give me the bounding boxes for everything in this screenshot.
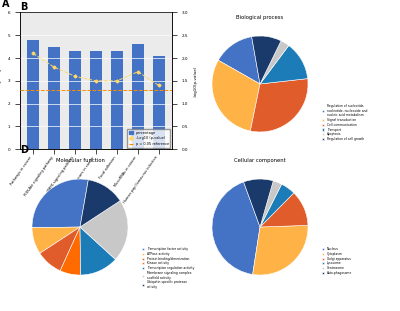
Wedge shape [260, 45, 308, 84]
Y-axis label: -log10(p-value): -log10(p-value) [194, 65, 198, 96]
Wedge shape [252, 36, 281, 84]
Wedge shape [80, 227, 116, 275]
Wedge shape [60, 227, 81, 275]
Wedge shape [260, 181, 282, 227]
Wedge shape [212, 182, 260, 275]
Text: D: D [20, 145, 28, 155]
Wedge shape [218, 37, 260, 84]
Wedge shape [212, 60, 260, 131]
Text: B: B [20, 2, 27, 12]
Wedge shape [250, 79, 308, 132]
Wedge shape [80, 180, 120, 227]
Legend: Transcription factor activity, ATPase activity, Protein binding/dimerization, Ki: Transcription factor activity, ATPase ac… [142, 247, 195, 290]
Title: Biological process: Biological process [236, 15, 284, 20]
Wedge shape [253, 225, 308, 275]
Y-axis label: Percentage of gene: Percentage of gene [0, 61, 2, 101]
Bar [152, 56, 165, 149]
Wedge shape [80, 201, 128, 259]
Wedge shape [40, 227, 80, 271]
Title: Cellular component: Cellular component [234, 158, 286, 163]
Text: A: A [2, 0, 9, 9]
Legend: Regulation of nucleotide,
nucleotide, nucleoside and
nucleic acid metabolism, Si: Regulation of nucleotide, nucleotide, nu… [322, 104, 368, 142]
Title: Molecular function: Molecular function [56, 158, 104, 163]
Legend: percentage, -Log10 (p-value), p = 0.05 reference: percentage, -Log10 (p-value), p = 0.05 r… [128, 129, 170, 147]
Wedge shape [244, 179, 273, 227]
Wedge shape [32, 179, 88, 228]
Bar [48, 47, 60, 149]
Bar [90, 51, 102, 149]
Wedge shape [260, 184, 294, 227]
Wedge shape [32, 227, 80, 253]
Bar [111, 51, 123, 149]
X-axis label: Biological pathways: Biological pathways [72, 210, 120, 215]
Wedge shape [260, 41, 289, 84]
Bar [69, 51, 81, 149]
Bar [132, 44, 144, 149]
Legend: Nucleus, Cytoplasm, Golgi apparatus, Lysosome, Centrosome, Auto-phagosome: Nucleus, Cytoplasm, Golgi apparatus, Lys… [322, 247, 353, 276]
Bar [27, 40, 40, 149]
Wedge shape [260, 193, 308, 227]
